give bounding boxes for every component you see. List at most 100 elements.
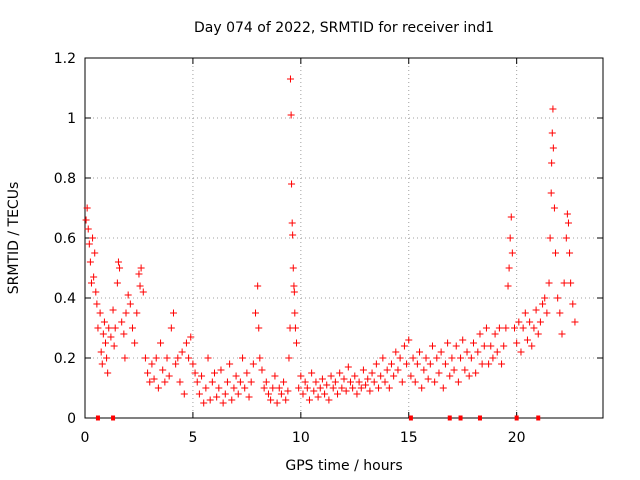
- data-point: [316, 384, 324, 392]
- data-point: [124, 291, 132, 299]
- data-point: [114, 258, 122, 266]
- data-point: [193, 378, 201, 386]
- data-point: [411, 378, 419, 386]
- baseline-point: [458, 415, 463, 421]
- data-point: [536, 318, 544, 326]
- data-point: [98, 360, 106, 368]
- data-point: [346, 378, 354, 386]
- data-point: [534, 330, 542, 338]
- data-point: [385, 384, 393, 392]
- data-point: [416, 348, 424, 356]
- data-point: [405, 336, 413, 344]
- data-point: [523, 336, 531, 344]
- y-tick-label: 0.6: [54, 231, 76, 247]
- data-point: [121, 354, 129, 362]
- data-point: [208, 378, 216, 386]
- data-point: [368, 369, 376, 377]
- data-point: [213, 393, 221, 401]
- data-point: [355, 378, 363, 386]
- data-point: [457, 354, 465, 362]
- baseline-point: [111, 415, 116, 421]
- data-point: [139, 288, 147, 296]
- data-point: [485, 360, 493, 368]
- data-point: [120, 330, 128, 338]
- data-point: [286, 75, 294, 83]
- data-point: [392, 348, 400, 356]
- x-tick-label: 15: [400, 430, 418, 446]
- data-points: [82, 75, 579, 421]
- data-point: [291, 309, 299, 317]
- data-point: [327, 372, 335, 380]
- plot-frame: [84, 57, 604, 419]
- data-point: [359, 366, 367, 374]
- data-point: [255, 324, 263, 332]
- data-point: [426, 360, 434, 368]
- data-point: [252, 309, 260, 317]
- data-point: [200, 399, 208, 407]
- data-point: [82, 216, 90, 224]
- data-point: [372, 360, 380, 368]
- data-point: [467, 354, 475, 362]
- data-point: [282, 396, 290, 404]
- data-point: [172, 360, 180, 368]
- data-point: [547, 189, 555, 197]
- data-point: [221, 390, 229, 398]
- data-point: [113, 279, 121, 287]
- data-point: [91, 249, 99, 257]
- data-point: [271, 372, 279, 380]
- data-point: [548, 129, 556, 137]
- data-point: [491, 330, 499, 338]
- data-point: [446, 372, 454, 380]
- data-point: [562, 234, 570, 242]
- data-point: [232, 372, 240, 380]
- data-point: [340, 375, 348, 383]
- data-point: [569, 300, 577, 308]
- data-point: [116, 264, 124, 272]
- data-point: [180, 390, 188, 398]
- data-point: [118, 318, 126, 326]
- data-point: [366, 387, 374, 395]
- data-point: [331, 378, 339, 386]
- data-point: [454, 378, 462, 386]
- data-point: [407, 372, 415, 380]
- data-point: [111, 324, 119, 332]
- y-axis-label: SRMTID / TECUs: [6, 182, 22, 295]
- data-point: [105, 324, 113, 332]
- data-point: [97, 348, 105, 356]
- data-point: [146, 378, 154, 386]
- data-point: [87, 279, 95, 287]
- y-tick-labels: 0 0.2 0.4 0.6 0.8 1 1.2: [54, 51, 76, 427]
- data-point: [450, 366, 458, 374]
- data-point: [305, 396, 313, 404]
- data-point: [169, 309, 177, 317]
- data-point: [431, 378, 439, 386]
- data-point: [318, 375, 326, 383]
- data-point: [452, 342, 460, 350]
- data-point: [136, 282, 144, 290]
- data-point: [94, 324, 102, 332]
- data-point: [507, 213, 515, 221]
- data-point: [474, 348, 482, 356]
- data-point: [280, 378, 288, 386]
- data-point: [526, 318, 534, 326]
- data-point: [290, 288, 298, 296]
- data-point: [396, 354, 404, 362]
- data-point: [241, 384, 249, 392]
- data-point: [104, 369, 112, 377]
- data-point: [549, 144, 557, 152]
- data-point: [230, 384, 238, 392]
- data-point: [102, 339, 110, 347]
- data-point: [387, 360, 395, 368]
- data-point: [92, 288, 100, 296]
- data-point: [362, 381, 370, 389]
- data-point: [295, 384, 303, 392]
- data-point: [554, 294, 562, 302]
- data-point: [159, 366, 167, 374]
- data-point: [96, 309, 104, 317]
- data-point: [174, 354, 182, 362]
- data-point: [334, 390, 342, 398]
- data-point: [476, 330, 484, 338]
- data-point: [223, 378, 231, 386]
- data-point: [515, 318, 523, 326]
- data-point: [288, 180, 296, 188]
